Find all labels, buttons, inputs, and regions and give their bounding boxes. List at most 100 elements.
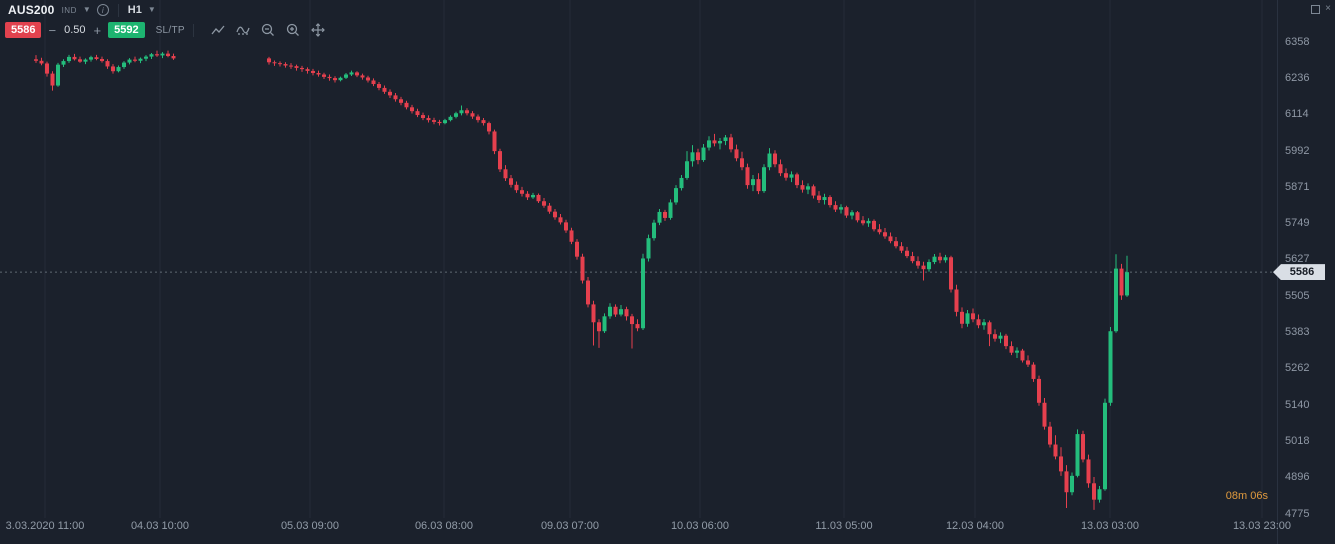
candle-body bbox=[50, 73, 55, 86]
chart-type-icon[interactable] bbox=[210, 22, 226, 38]
candle-body bbox=[443, 120, 447, 124]
candle-body bbox=[998, 335, 1003, 339]
candle-body bbox=[905, 250, 909, 257]
candle-body bbox=[105, 61, 110, 67]
price-tick-label: 4896 bbox=[1285, 471, 1310, 484]
candle-body bbox=[272, 62, 277, 64]
candle-body bbox=[993, 334, 997, 339]
instrument-header: AUS200 IND ▼ i H1 ▼ bbox=[8, 3, 156, 17]
candle-body bbox=[1114, 268, 1118, 332]
candle-body bbox=[734, 149, 739, 159]
symbol-name[interactable]: AUS200 bbox=[8, 3, 55, 17]
zoom-out-icon[interactable] bbox=[260, 22, 276, 38]
candle-body bbox=[635, 324, 640, 329]
candle-body bbox=[690, 152, 695, 162]
candle-body bbox=[78, 59, 82, 62]
time-tick-label: 12.03 04:00 bbox=[945, 520, 1005, 532]
info-icon[interactable]: i bbox=[96, 4, 109, 16]
price-axis[interactable]: × 5586 6358 6236 6114 5992 5871 5749 5627 5505 5… bbox=[1273, 0, 1335, 544]
candle-body bbox=[1037, 378, 1041, 403]
candle-body bbox=[740, 158, 744, 168]
time-tick-label: 09.03 07:00 bbox=[540, 520, 600, 532]
candle-body bbox=[602, 316, 607, 332]
candle-body bbox=[67, 56, 71, 62]
chevron-down-icon[interactable]: ▼ bbox=[147, 5, 156, 14]
candle-body bbox=[767, 153, 772, 168]
candle-body bbox=[531, 194, 535, 198]
candle-body bbox=[371, 80, 376, 85]
decrease-amount-button[interactable]: − bbox=[48, 22, 57, 38]
candle-body bbox=[811, 186, 816, 196]
candle-body bbox=[267, 58, 271, 63]
candle-body bbox=[1031, 364, 1036, 379]
time-tick-label: 04.03 10:00 bbox=[130, 520, 190, 532]
candle-body bbox=[619, 309, 623, 315]
candle-body bbox=[624, 309, 629, 317]
candle-body bbox=[536, 194, 541, 202]
candle-body bbox=[927, 262, 931, 270]
expand-icon[interactable] bbox=[1311, 4, 1321, 14]
candle-body bbox=[525, 193, 530, 198]
price-tick-label: 6358 bbox=[1285, 35, 1310, 48]
candle-body bbox=[509, 178, 513, 185]
zoom-in-icon[interactable] bbox=[285, 22, 301, 38]
candle-body bbox=[844, 207, 849, 216]
candle-body bbox=[1015, 350, 1019, 353]
candle-body bbox=[916, 261, 920, 266]
candle-body bbox=[278, 63, 282, 65]
buy-price-button[interactable]: 5592 bbox=[108, 22, 145, 38]
candle-body bbox=[987, 322, 992, 335]
candle-body bbox=[1042, 402, 1047, 427]
candle-body bbox=[404, 102, 409, 108]
candle-body bbox=[965, 313, 970, 324]
candle-body bbox=[866, 220, 871, 224]
candle-body bbox=[861, 220, 865, 224]
axis-controls: × bbox=[1311, 4, 1331, 14]
pan-icon[interactable] bbox=[310, 22, 326, 38]
candle-body bbox=[311, 70, 315, 74]
candle-body bbox=[674, 188, 678, 203]
time-tick-label: 13.03 23:00 bbox=[1232, 520, 1292, 532]
timeframe-selector[interactable]: H1 bbox=[127, 4, 142, 16]
sell-price-button[interactable]: 5586 bbox=[5, 22, 42, 38]
indicators-icon[interactable] bbox=[235, 22, 251, 38]
close-icon[interactable]: × bbox=[1325, 3, 1331, 14]
candle-body bbox=[133, 59, 137, 61]
price-tick-label: 6114 bbox=[1285, 108, 1309, 121]
price-tick-label: 6236 bbox=[1285, 71, 1310, 84]
candle-body bbox=[877, 229, 882, 233]
candle-body bbox=[696, 152, 700, 161]
chevron-down-icon[interactable]: ▼ bbox=[82, 5, 91, 14]
candle-body bbox=[921, 265, 926, 270]
candle-body bbox=[597, 322, 601, 332]
candle-body bbox=[932, 256, 937, 263]
time-axis[interactable]: 3.03.2020 11:00 04.03 10:00 05.03 09:00 06.… bbox=[0, 516, 1335, 544]
candle-body bbox=[410, 107, 414, 112]
candle-countdown: 08m 06s bbox=[1225, 490, 1268, 502]
candle-body bbox=[349, 72, 354, 75]
time-tick-label: 13.03 03:00 bbox=[1080, 520, 1140, 532]
candle-body bbox=[943, 257, 948, 261]
candle-body bbox=[100, 58, 104, 62]
sl-tp-button[interactable]: SL/TP bbox=[155, 24, 185, 36]
candle-body bbox=[938, 256, 942, 261]
candle-body bbox=[976, 319, 981, 326]
candle-body bbox=[520, 190, 524, 194]
candle-body bbox=[712, 140, 717, 144]
candle-body bbox=[360, 75, 365, 78]
candle-body bbox=[657, 211, 662, 223]
candle-body bbox=[492, 131, 497, 152]
candle-body bbox=[432, 120, 436, 122]
candle-body bbox=[377, 84, 381, 88]
candle-body bbox=[426, 118, 431, 121]
price-tick-label: 4775 bbox=[1285, 507, 1310, 520]
candle-body bbox=[61, 61, 66, 65]
candle-body bbox=[1070, 475, 1074, 493]
time-tick-label: 11.03 05:00 bbox=[815, 520, 873, 532]
increase-amount-button[interactable]: + bbox=[93, 22, 102, 38]
candle-body bbox=[707, 140, 711, 148]
candle-body bbox=[795, 174, 799, 186]
candle-body bbox=[850, 212, 854, 216]
candle-body bbox=[883, 232, 887, 237]
